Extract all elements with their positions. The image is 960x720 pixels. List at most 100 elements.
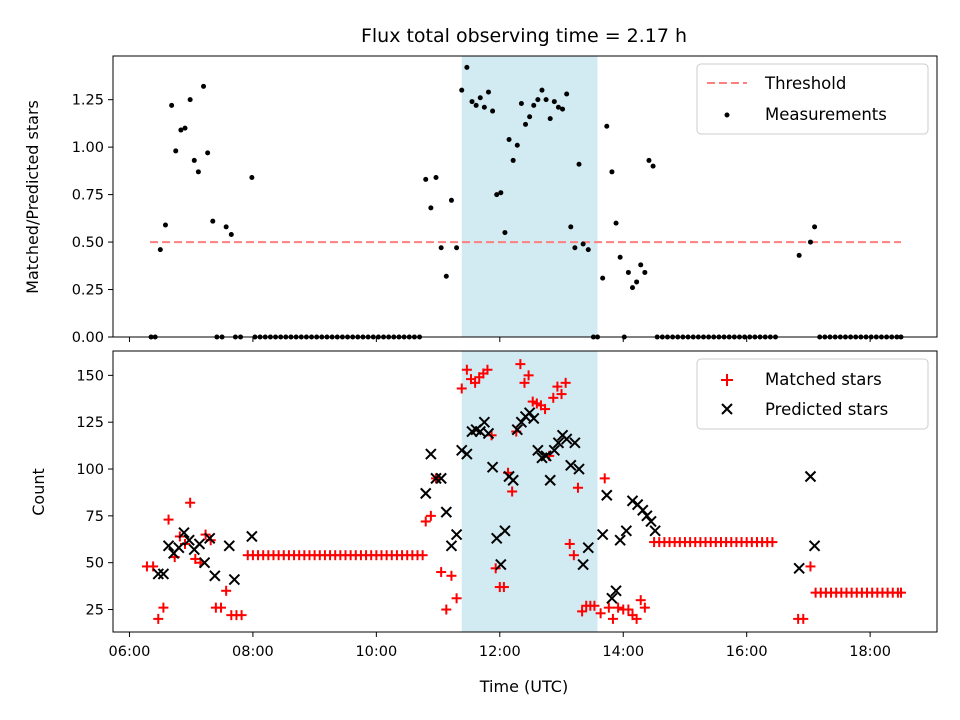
predicted-star-marker [203, 532, 216, 545]
bottom-y-axis-label: Count [29, 468, 48, 516]
predicted-star-marker [620, 525, 633, 537]
measurement-point [191, 157, 197, 163]
matched-star-marker [236, 610, 247, 621]
measurement-point [498, 190, 504, 196]
measurement-point [812, 224, 818, 230]
matched-star-marker [519, 377, 530, 388]
bottom-legend: Matched stars Predicted stars [696, 358, 929, 430]
predicted-star-marker [173, 541, 185, 554]
measurement-point [506, 137, 512, 143]
top-y-axis-label: Matched/Predicted stars [23, 100, 42, 294]
measurement-point [518, 100, 524, 106]
matched-star-marker [623, 604, 634, 615]
predicted-star-marker [193, 538, 206, 550]
predicted-star-marker [420, 487, 432, 500]
matched-star-marker [639, 602, 650, 613]
measurement-point [433, 175, 439, 181]
matched-star-marker [564, 538, 575, 549]
top-y-tick-label: 1.00 [72, 140, 104, 156]
predicted-star-marker [808, 540, 821, 552]
predicted-star-marker [573, 463, 585, 475]
measurement-point [228, 231, 234, 237]
measurement-point [560, 106, 566, 112]
measurement-point [195, 169, 201, 175]
measurement-point [157, 247, 163, 253]
predicted-star-marker [649, 525, 661, 537]
measurement-point [173, 148, 179, 154]
x-tick-label: 16:00 [726, 644, 768, 660]
predicted-star-marker [162, 540, 175, 552]
matched-star-marker [461, 364, 472, 375]
measurement-point [630, 285, 636, 291]
measurement-point [551, 99, 557, 105]
matched-star-marker [635, 595, 646, 606]
matched-star-marker [507, 486, 518, 497]
predicted-star-marker [507, 474, 519, 486]
measurement-point [650, 163, 656, 169]
predicted-star-marker [596, 528, 609, 541]
matched-star-marker [595, 608, 606, 619]
bottom-axes-frame [112, 350, 938, 633]
measurement-point [448, 197, 454, 203]
predicted-star-marker [511, 423, 523, 436]
matched-star-marker [470, 377, 481, 388]
measurement-point [604, 123, 610, 129]
matched-star-marker [613, 602, 624, 613]
predicted-star-marker [152, 568, 164, 580]
measurement-point [523, 121, 529, 127]
measurement-point [510, 157, 516, 163]
measurement-point [576, 161, 582, 167]
measurement-point [642, 269, 648, 275]
predicted-star-marker [645, 515, 657, 528]
predicted-star-marker [474, 425, 486, 438]
legend-matched-swatch [721, 374, 733, 386]
matched-star-marker [607, 613, 618, 624]
measurement-point [539, 87, 545, 93]
x-tick-label: 12:00 [479, 644, 521, 660]
predicted-star-marker [569, 437, 581, 449]
predicted-star-marker [532, 444, 544, 456]
measurement-point [502, 230, 508, 236]
measurement-point [527, 114, 533, 120]
matched-star-marker [420, 516, 431, 527]
predicted-star-marker [548, 444, 561, 456]
predicted-star-marker [450, 528, 463, 541]
predicted-stars-points [152, 407, 821, 604]
measurement-point [187, 97, 193, 103]
predicted-star-marker [425, 448, 437, 460]
measurement-point [473, 102, 479, 108]
measurement-point [796, 252, 802, 258]
predicted-star-marker [523, 407, 536, 419]
bottom-y-ticks: 25 50 75 100 125 150 [76, 368, 113, 619]
matched-star-marker [540, 404, 551, 415]
legend-threshold-label: Threshold [764, 74, 846, 93]
measurement-point [477, 95, 483, 101]
matched-star-marker [221, 585, 232, 596]
observing-window-shade-top [461, 56, 598, 337]
predicted-star-marker [499, 525, 511, 537]
matched-star-marker [190, 553, 201, 564]
predicted-star-marker [552, 437, 565, 449]
matched-star-marker [417, 550, 428, 561]
matched-star-marker [589, 600, 600, 611]
measurement-point [625, 269, 631, 275]
predicted-star-marker [606, 592, 618, 604]
measurement-point [572, 245, 578, 251]
predicted-star-marker [246, 530, 258, 543]
ratio-panel: Flux total observing time = 2.17 h 0.000… [23, 25, 938, 346]
bottom-legend-box [696, 358, 929, 430]
predicted-star-marker [440, 506, 453, 518]
predicted-star-marker [641, 510, 653, 522]
matched-star-marker [185, 497, 196, 508]
matched-star-marker [451, 593, 462, 604]
matched-star-marker [456, 383, 467, 394]
predicted-star-marker [183, 534, 195, 546]
predicted-star-marker [565, 459, 577, 471]
matched-star-marker [515, 359, 526, 370]
measurement-point [210, 218, 216, 224]
measurement-point [423, 176, 429, 182]
bottom-y-tick-label: 25 [86, 603, 104, 619]
predicted-star-marker [223, 540, 235, 552]
measurement-point [547, 116, 553, 122]
